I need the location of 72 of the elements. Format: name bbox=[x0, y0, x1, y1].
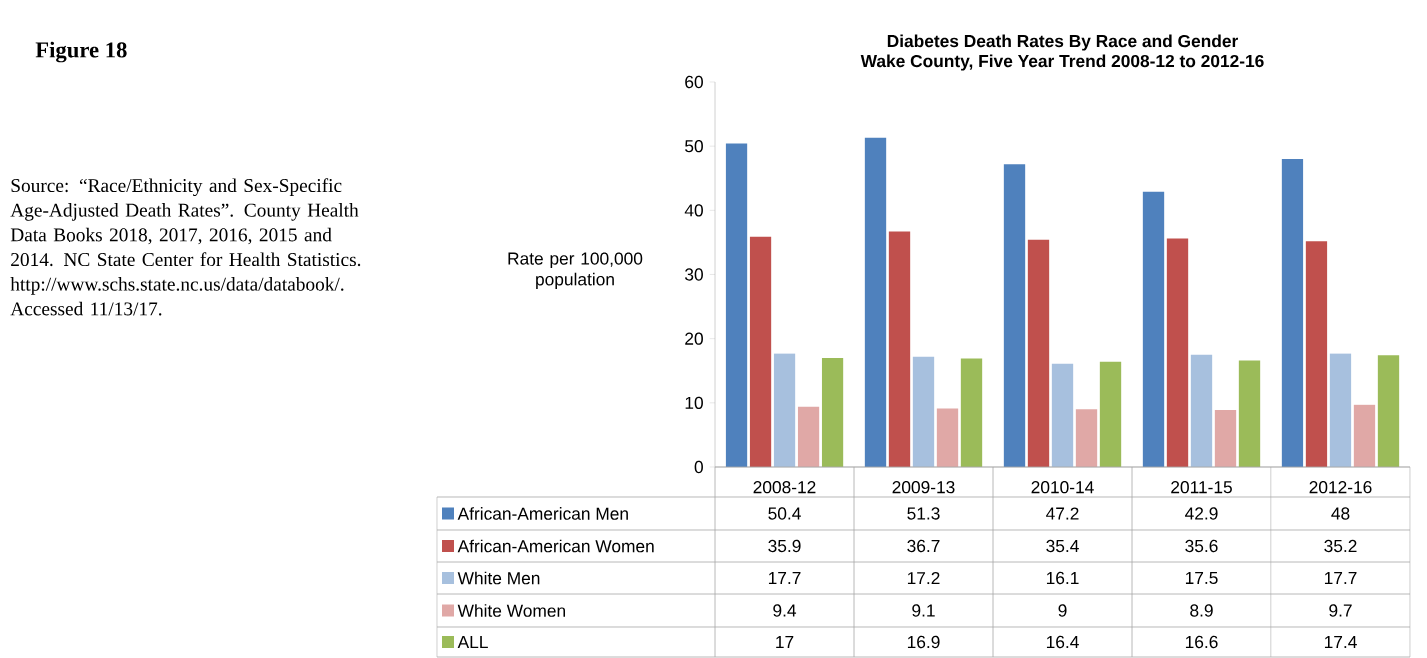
bar bbox=[797, 406, 820, 467]
y-tick-label: 0 bbox=[694, 460, 703, 474]
data-label: 9.1 bbox=[912, 604, 935, 617]
data-label: 17.4 bbox=[1324, 636, 1357, 648]
bar bbox=[1190, 354, 1213, 467]
bar bbox=[888, 231, 911, 467]
bar bbox=[725, 143, 748, 467]
bar bbox=[1166, 238, 1189, 467]
bar bbox=[1281, 159, 1304, 467]
data-label: 9 bbox=[1058, 604, 1067, 617]
bar bbox=[1003, 164, 1026, 467]
chart-title: Diabetes Death Rates By Race and Gender bbox=[887, 34, 1238, 51]
data-label: 9.4 bbox=[773, 604, 797, 617]
data-label: 17.7 bbox=[1324, 572, 1357, 584]
data-label: 9.7 bbox=[1329, 604, 1352, 617]
data-label: 48 bbox=[1331, 507, 1350, 520]
data-label: 35.9 bbox=[768, 539, 801, 553]
data-label: 35.2 bbox=[1324, 539, 1357, 553]
y-tick-label: 30 bbox=[685, 268, 703, 281]
bar bbox=[864, 137, 887, 467]
y-tick-label: 40 bbox=[684, 204, 703, 217]
bar bbox=[1214, 409, 1237, 467]
data-label: 50.4 bbox=[768, 507, 801, 520]
y-tick-label: 50 bbox=[685, 140, 703, 153]
x-tick-label: 2008-12 bbox=[753, 481, 816, 494]
data-label: 17.2 bbox=[907, 571, 940, 585]
legend-label: White Women bbox=[457, 604, 566, 617]
x-tick-label: 2009-13 bbox=[892, 481, 955, 494]
y-tick-label: 20 bbox=[685, 332, 703, 345]
x-tick-label: 2010-14 bbox=[1031, 481, 1094, 494]
data-label: 17.5 bbox=[1185, 571, 1218, 585]
y-tick-label: 10 bbox=[685, 396, 703, 409]
data-label: 17.7 bbox=[768, 572, 801, 584]
y-tick-label: 60 bbox=[685, 75, 703, 89]
legend-label: White Men bbox=[457, 571, 540, 585]
data-label: 8.9 bbox=[1190, 604, 1213, 617]
chart-subtitle: Wake County, Five Year Trend 2008-12 to 2012-16 bbox=[860, 54, 1264, 71]
y-axis-title: Rate per 100,000 population bbox=[508, 252, 643, 289]
bar bbox=[1329, 353, 1352, 467]
bar bbox=[821, 357, 844, 467]
text: Figure 18 bbox=[35, 41, 127, 63]
data-label: 16.9 bbox=[907, 635, 940, 649]
bar bbox=[749, 236, 772, 467]
bar bbox=[1238, 360, 1261, 467]
bar bbox=[1075, 409, 1098, 467]
bar bbox=[1027, 239, 1050, 467]
bar bbox=[1051, 363, 1074, 467]
legend-label: ALL bbox=[457, 636, 488, 648]
data-label: 16.4 bbox=[1046, 635, 1079, 649]
data-label: 36.7 bbox=[907, 539, 940, 553]
data-label: 42.9 bbox=[1185, 507, 1218, 520]
bar bbox=[1305, 241, 1328, 467]
data-label: 35.6 bbox=[1185, 539, 1218, 553]
x-tick-label: 2012-16 bbox=[1309, 481, 1372, 494]
legend-label: African-American Women bbox=[457, 539, 654, 553]
data-label: 51.3 bbox=[907, 507, 940, 520]
bar bbox=[936, 408, 959, 467]
legend-label: African-American Men bbox=[457, 507, 628, 520]
bar bbox=[1142, 191, 1165, 467]
bar bbox=[1377, 355, 1400, 467]
bar bbox=[960, 358, 983, 467]
bar bbox=[1353, 404, 1376, 467]
data-label: 16.1 bbox=[1046, 571, 1079, 585]
data-label: 47.2 bbox=[1046, 507, 1079, 520]
data-label: 35.4 bbox=[1046, 539, 1079, 553]
data-label: 17 bbox=[776, 636, 794, 648]
source-note: Source: “Race/Ethnicity and Sex-Specific Age-Adjusted Death Rates”. County Health Data Books 2018, 2017, 2016, 2015 and 2014. NC State Center for Health Statistics. http://www.schs.state.nc.us/data/databook/. Accessed 11/13/17. bbox=[10, 178, 361, 316]
bar bbox=[773, 353, 796, 467]
x-tick-label: 2011-15 bbox=[1171, 481, 1232, 494]
data-label: 16.6 bbox=[1185, 635, 1218, 649]
bar bbox=[1099, 361, 1122, 467]
bar bbox=[912, 356, 935, 467]
